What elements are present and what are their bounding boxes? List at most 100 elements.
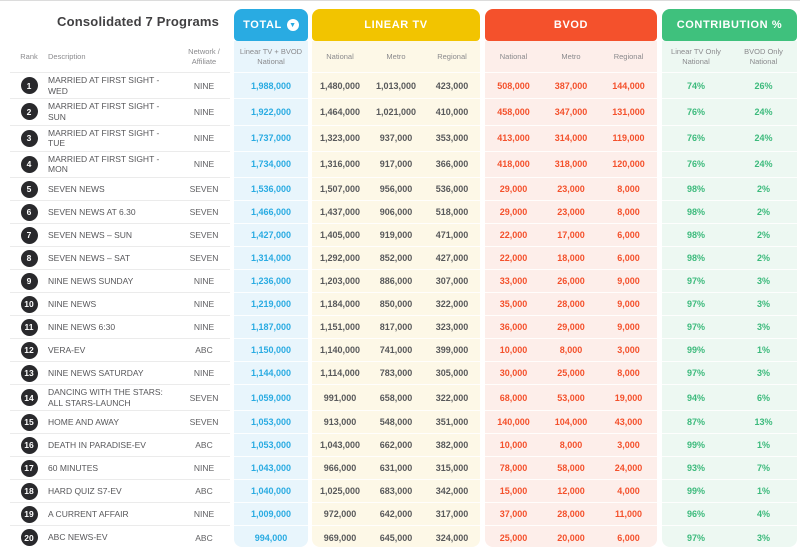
contribution-bvod-value: 26% (730, 73, 797, 100)
linear-regional-value: 353,000 (424, 126, 480, 152)
col-header-network: Network / Affiliate (178, 41, 230, 73)
linear-national-value: 1,043,000 (312, 434, 368, 458)
network-cell: NINE (178, 152, 230, 178)
bvod-regional-value: 8,000 (600, 178, 657, 201)
contribution-linear-value: 98% (662, 224, 730, 247)
bvod-regional-value: 4,000 (600, 480, 657, 504)
table-row: 2 MARRIED AT FIRST SIGHT -SUN NINE 1,922,00… (0, 99, 797, 126)
linear-national-value: 1,151,000 (312, 316, 368, 339)
linear-national-value: 1,292,000 (312, 247, 368, 270)
linear-national-value: 1,316,000 (312, 152, 368, 178)
linear-metro-value: 783,000 (368, 362, 424, 385)
linear-regional-value: 315,000 (424, 457, 480, 481)
network-cell: SEVEN (178, 411, 230, 435)
linear-regional-value: 342,000 (424, 480, 480, 504)
table-row: 3 MARRIED AT FIRST SIGHT -TUE NINE 1,737,00… (0, 126, 797, 152)
bvod-national-value: 37,000 (485, 503, 542, 527)
bvod-national-value: 35,000 (485, 293, 542, 316)
bvod-national-value: 29,000 (485, 201, 542, 224)
total-value: 1,734,000 (234, 152, 308, 178)
network-cell: NINE (178, 362, 230, 385)
contribution-linear-value: 97% (662, 316, 730, 339)
linear-national-value: 1,203,000 (312, 270, 368, 293)
network-cell: SEVEN (178, 247, 230, 270)
description-cell: HARD QUIZ S7-EV (48, 480, 178, 504)
linear-metro-value: 919,000 (368, 224, 424, 247)
rank-badge: 5 (20, 180, 38, 198)
network-cell: NINE (178, 270, 230, 293)
network-cell: SEVEN (178, 178, 230, 201)
bvod-metro-value: 29,000 (542, 316, 600, 339)
linear-national-value: 972,000 (312, 503, 368, 527)
bvod-national-value: 458,000 (485, 99, 542, 126)
linear-regional-value: 305,000 (424, 362, 480, 385)
table-row: 1 MARRIED AT FIRST SIGHT -WED NINE 1,988,00… (0, 73, 797, 100)
linear-metro-value: 548,000 (368, 411, 424, 435)
bvod-metro-value: 53,000 (542, 385, 600, 412)
bvod-metro-value: 23,000 (542, 201, 600, 224)
bvod-regional-value: 11,000 (600, 503, 657, 527)
bvod-regional-value: 3,000 (600, 339, 657, 362)
table-row: 16 DEATH IN PARADISE-EV ABC 1,053,000 1,043,… (0, 434, 797, 458)
rank-cell: 5 (10, 178, 48, 201)
bvod-national-value: 413,000 (485, 126, 542, 152)
contribution-bvod-value: 3% (730, 362, 797, 385)
bvod-national-value: 33,000 (485, 270, 542, 293)
rank-badge: 3 (20, 129, 38, 147)
total-value: 1,144,000 (234, 362, 308, 385)
linear-regional-value: 471,000 (424, 224, 480, 247)
description-cell: NINE NEWS SUNDAY (48, 270, 178, 293)
contribution-linear-value: 97% (662, 293, 730, 316)
rank-badge: 4 (20, 155, 38, 173)
rank-cell: 11 (10, 316, 48, 339)
linear-regional-value: 317,000 (424, 503, 480, 527)
table-row: 18 HARD QUIZ S7-EV ABC 1,040,000 1,025,000 68… (0, 480, 797, 504)
bvod-regional-value: 120,000 (600, 152, 657, 178)
contribution-header[interactable]: CONTRIBUTION % (662, 9, 797, 41)
network-cell: ABC (178, 339, 230, 362)
bvod-metro-value: 12,000 (542, 480, 600, 504)
linear-metro-value: 886,000 (368, 270, 424, 293)
linear-national-value: 1,437,000 (312, 201, 368, 224)
network-cell: NINE (178, 99, 230, 126)
bvod-metro-value: 58,000 (542, 457, 600, 481)
bvod-metro-value: 387,000 (542, 73, 600, 100)
bvod-regional-value: 8,000 (600, 201, 657, 224)
description-cell: A CURRENT AFFAIR (48, 503, 178, 527)
table-row: 7 SEVEN NEWS – SUN SEVEN 1,427,000 1,405,000… (0, 224, 797, 247)
total-header[interactable]: TOTAL ▼ (234, 9, 308, 41)
contribution-bvod-value: 1% (730, 480, 797, 504)
contribution-linear-value: 99% (662, 339, 730, 362)
rank-badge: 17 (20, 459, 38, 477)
network-cell: ABC (195, 532, 213, 543)
network-cell: NINE (178, 73, 230, 100)
table-row: 10 NINE NEWS NINE 1,219,000 1,184,000 850,000… (0, 293, 797, 316)
network-cell: NINE (178, 316, 230, 339)
total-value: 1,040,000 (234, 480, 308, 504)
sort-descending-icon: ▼ (286, 19, 299, 31)
table-row: 9 NINE NEWS SUNDAY NINE 1,236,000 1,203,000 8… (0, 270, 797, 293)
bvod-national-value: 10,000 (485, 434, 542, 458)
description-cell: SEVEN NEWS AT 6.30 (48, 201, 178, 224)
rank-badge: 11 (20, 318, 38, 336)
total-value: 1,236,000 (234, 270, 308, 293)
col-header-bvod-national: National (485, 41, 542, 73)
col-header-contribution-linear: Linear TV Only National (662, 41, 730, 73)
network-cell: SEVEN (178, 385, 230, 412)
total-value: 1,988,000 (234, 73, 308, 100)
bvod-national-value: 78,000 (485, 457, 542, 481)
contribution-linear-value: 87% (662, 411, 730, 435)
linear-national-value: 1,464,000 (312, 99, 368, 126)
rank-badge: 7 (20, 226, 38, 244)
col-header-contribution-bvod: BVOD Only National (730, 41, 797, 73)
bvod-metro-value: 318,000 (542, 152, 600, 178)
col-header-linear-regional: Regional (424, 41, 480, 73)
bvod-header[interactable]: BVOD (485, 9, 657, 41)
table-row: 15 HOME AND AWAY SEVEN 1,053,000 913,000 548,… (0, 411, 797, 435)
page-title: Consolidated 7 Programs (57, 14, 220, 29)
linear-tv-header[interactable]: LINEAR TV (312, 9, 480, 41)
table-row: 13 NINE NEWS SATURDAY NINE 1,144,000 1,114,0… (0, 362, 797, 385)
linear-national-value: 991,000 (312, 385, 368, 412)
bvod-metro-value: 26,000 (542, 270, 600, 293)
bvod-metro-value: 17,000 (542, 224, 600, 247)
